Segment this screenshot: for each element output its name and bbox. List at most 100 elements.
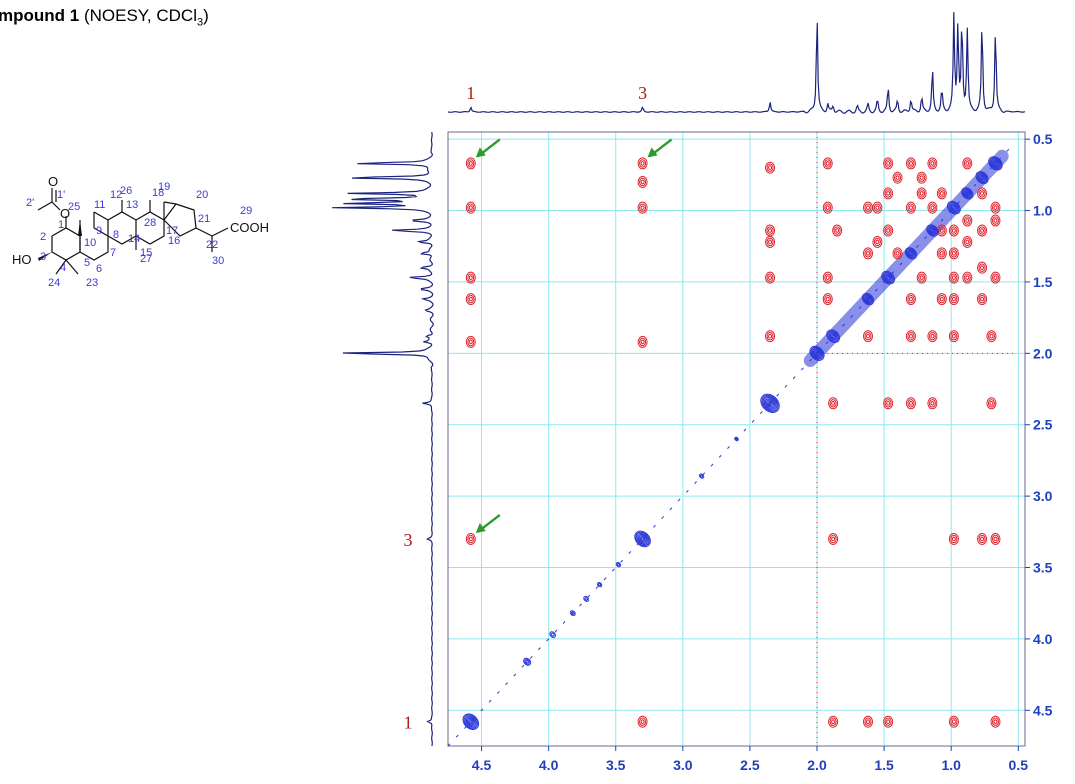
cross-peak — [948, 330, 959, 343]
atom-number: 7 — [110, 247, 116, 259]
cross-peak-ring — [825, 161, 830, 166]
cross-peak-ring — [863, 247, 874, 260]
diagonal-peak-ring — [963, 189, 972, 198]
atom-number: 18 — [152, 187, 164, 199]
cross-peak-ring — [936, 187, 947, 200]
cross-peak-ring — [829, 534, 837, 544]
x-tick-label: 2.5 — [740, 757, 760, 773]
cross-peak-ring — [908, 401, 913, 406]
diagonal-peak-ring — [815, 351, 819, 355]
cross-peak — [948, 247, 959, 260]
cross-peak-ring — [894, 249, 902, 258]
cross-peak-ring — [864, 331, 872, 341]
diagonal-peak-ring — [993, 161, 998, 166]
cross-peak-ring — [637, 715, 648, 728]
plot-frame — [447, 131, 1026, 747]
cross-peak — [936, 187, 947, 200]
cross-peak-ring — [831, 536, 836, 542]
y-tick-label: 2.0 — [1033, 345, 1053, 361]
atom-number: 4 — [60, 262, 66, 274]
diagonal-peak-ring — [464, 715, 477, 728]
cross-peak-ring — [948, 532, 959, 545]
figure-title: mpound 1 (NOESY, CDCl3) — [0, 6, 209, 28]
cross-peak — [822, 201, 833, 214]
cross-peak-ring — [894, 173, 902, 182]
figure-title-close: ) — [203, 6, 209, 25]
cross-peak-ring — [639, 203, 647, 212]
cross-peak-ring — [948, 224, 959, 237]
cross-peak — [883, 397, 894, 410]
cross-peak — [872, 201, 883, 214]
cross-peak-ring — [465, 201, 476, 214]
cross-peak — [948, 224, 959, 237]
cross-peak-ring — [884, 189, 892, 198]
noe-arrow-head — [475, 522, 486, 533]
cross-peak-ring — [824, 203, 832, 212]
cross-peak-ring — [989, 333, 994, 339]
diagonal-peak — [698, 473, 705, 479]
cross-peak-ring — [831, 719, 836, 725]
cross-peak-ring — [990, 715, 1001, 728]
cross-peak-ring — [822, 157, 833, 170]
cross-peak-ring — [962, 214, 973, 227]
cross-peak — [872, 235, 883, 248]
cross-peak-ring — [965, 275, 970, 280]
cross-peak — [883, 715, 894, 728]
atom-number: 22 — [206, 239, 218, 251]
cross-peak — [765, 271, 776, 284]
cross-peak — [465, 532, 476, 545]
atom-number: 2 — [40, 231, 46, 243]
cross-peak-ring — [962, 157, 973, 170]
cross-peak — [990, 201, 1001, 214]
atom-number: 3 — [40, 251, 46, 263]
cross-peak-ring — [640, 161, 645, 166]
diagonal-dense-band — [803, 149, 1009, 367]
cross-peak-ring — [980, 536, 985, 542]
cross-peak-ring — [908, 296, 913, 302]
cross-peak-ring — [928, 203, 936, 212]
cross-peak — [916, 187, 927, 200]
x-tick-label: 3.0 — [673, 757, 693, 773]
cross-peak-ring — [639, 159, 647, 168]
diagonal-peak-ring — [926, 224, 939, 237]
cross-peak-ring — [977, 224, 988, 237]
diagonal-peak-ring — [992, 160, 999, 167]
cross-peak — [990, 271, 1001, 284]
cross-peak-ring — [916, 187, 927, 200]
diagonal-peak-ring — [861, 292, 875, 306]
diagonal-peak-ring — [865, 296, 871, 302]
cross-peak-ring — [886, 401, 891, 406]
cross-peak-ring — [938, 189, 946, 198]
cross-peak — [905, 330, 916, 343]
cross-peak-ring — [640, 179, 645, 185]
cross-peak — [916, 171, 927, 184]
cross-peak-ring — [886, 191, 891, 196]
cross-peak-ring — [825, 205, 830, 210]
y-tick-label: 1.0 — [1033, 203, 1053, 219]
cross-peak-ring — [989, 401, 994, 406]
diagonal-peak-ring — [948, 202, 960, 214]
cross-peak-ring — [467, 337, 475, 347]
cross-peak-ring — [950, 273, 958, 282]
structure-bonds — [37, 188, 229, 275]
diagonal-peak — [583, 595, 590, 602]
diagonal-peak-ring — [928, 226, 937, 235]
cross-peak — [977, 293, 988, 306]
carboxyl-label: COOH — [230, 220, 269, 235]
diagonal-peak-ring — [639, 536, 646, 542]
cross-peak-ring — [765, 235, 776, 248]
cross-peak-ring — [977, 532, 988, 545]
cross-peak — [765, 330, 776, 343]
cross-peak — [936, 247, 947, 260]
diagonal-peak-ring — [866, 297, 870, 301]
y-tick-label: 2.5 — [1033, 417, 1053, 433]
cross-peak-ring — [822, 201, 833, 214]
cross-peak-ring — [916, 271, 927, 284]
figure-title-text: (NOESY, CDCl — [79, 6, 197, 25]
noe-arrow — [475, 514, 501, 533]
cross-peak — [962, 235, 973, 248]
cross-peak-ring — [883, 224, 894, 237]
cross-peak-ring — [884, 226, 892, 235]
cross-peak — [637, 715, 648, 728]
